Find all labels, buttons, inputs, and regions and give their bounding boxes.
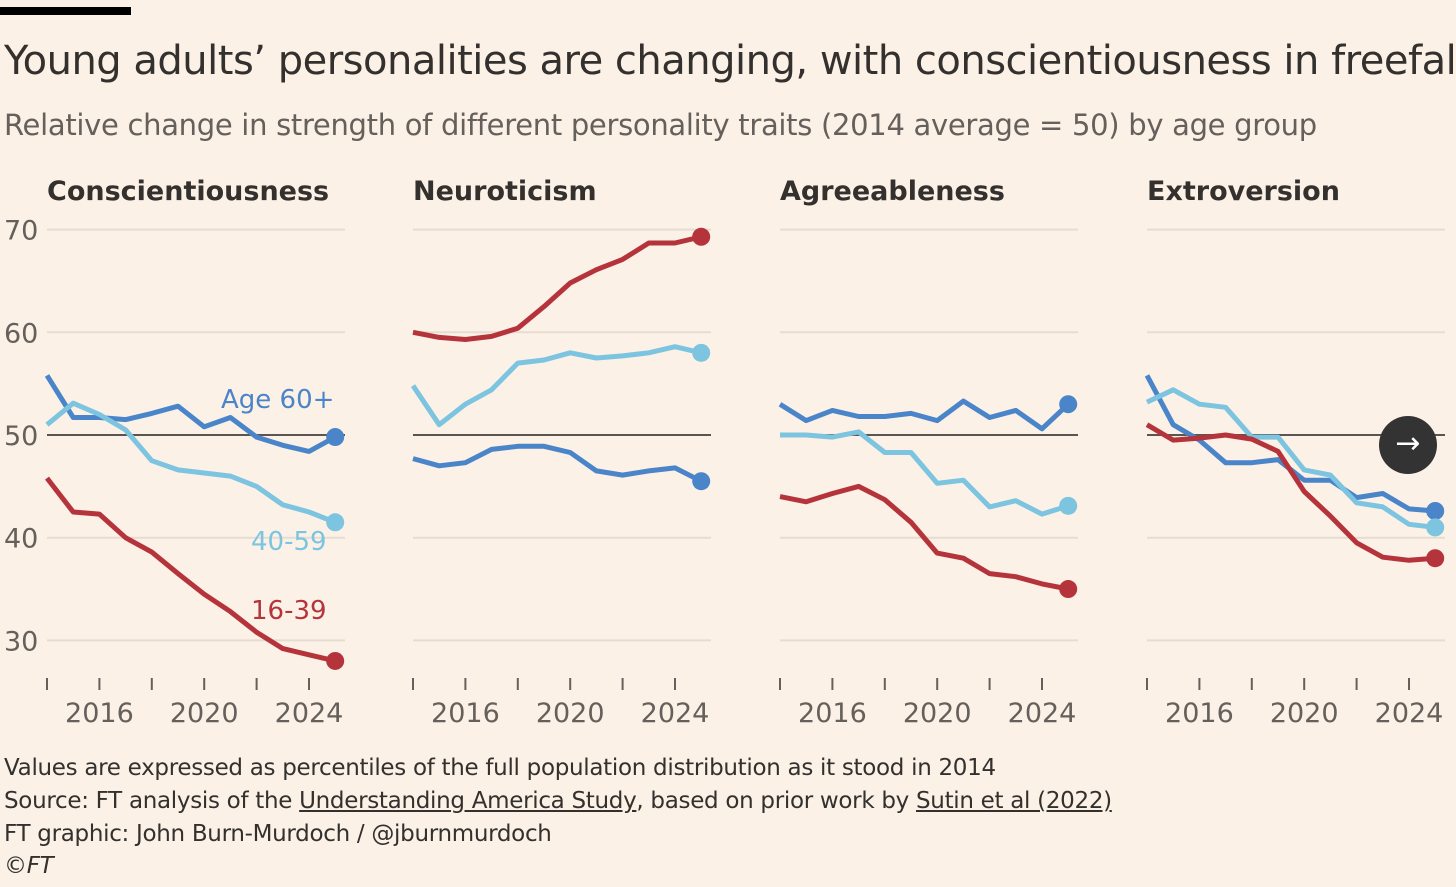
panel-title: Conscientiousness: [47, 176, 329, 207]
series-label-40-59: 40-59: [251, 527, 327, 557]
next-button[interactable]: →: [1379, 416, 1437, 474]
line-40-59: [410, 344, 702, 428]
arrow-right-icon: →: [1395, 426, 1421, 461]
line-60+: [778, 398, 1070, 432]
panel-title: Agreeableness: [780, 176, 1005, 207]
line-16-39: [779, 483, 1069, 592]
endpoint-16-39: [692, 227, 711, 246]
endpoint-40-59: [326, 513, 345, 532]
endpoint-60+: [326, 428, 345, 447]
endpoint-60+: [692, 472, 711, 491]
y-tick-label: 60: [4, 318, 38, 349]
panel-extroversion: Extroversion 2016 2020 2024: [1144, 176, 1445, 729]
source-line: Source: FT analysis of the Understanding…: [4, 788, 1112, 814]
x-tick-label: 2016: [65, 698, 134, 729]
panel-neuroticism: Neuroticism 2016 2020 2024: [410, 176, 711, 729]
y-tick-label: 70: [4, 216, 38, 247]
footnote: Values are expressed as percentiles of t…: [4, 755, 996, 781]
panel-agreeableness: Agreeableness 2016 2020 2024: [778, 176, 1078, 729]
x-tick-label: 2020: [1270, 698, 1339, 729]
x-tick-label: 2016: [798, 698, 867, 729]
x-tick-label: 2016: [431, 698, 500, 729]
x-tick-label: 2024: [641, 698, 710, 729]
line-16-39: [1145, 422, 1436, 563]
sutin-et-al-link[interactable]: Sutin et al (2022): [916, 788, 1112, 814]
source-mid: , based on prior work by: [636, 788, 916, 814]
series-label-60+: Age 60+: [221, 385, 334, 415]
ft-top-bar: [0, 7, 131, 15]
line-40-59: [780, 429, 1069, 517]
endpoint-16-39: [1426, 549, 1445, 568]
series-label-16-39: 16-39: [251, 596, 327, 626]
panel-title: Neuroticism: [413, 176, 597, 207]
line-16-39: [412, 234, 702, 342]
x-tick-label: 2024: [1008, 698, 1077, 729]
source-prefix: Source: FT analysis of the: [4, 788, 300, 814]
panel-conscientiousness: Conscientiousness 30 40 50 60 70 2016 2020 2024 A…: [4, 176, 345, 729]
copyright: ©FT: [4, 853, 54, 879]
endpoint-16-39: [326, 651, 345, 670]
endpoint-60+: [1426, 501, 1445, 520]
line-40-59: [1145, 387, 1436, 530]
x-tick-label: 2020: [170, 698, 239, 729]
x-tick-label: 2020: [903, 698, 972, 729]
panel-title: Extroversion: [1147, 176, 1340, 207]
line-60+: [44, 374, 337, 454]
line-60+: [412, 443, 703, 484]
y-tick-label: 40: [4, 524, 38, 555]
endpoint-16-39: [1059, 580, 1078, 599]
chart-subtitle: Relative change in strength of different…: [4, 108, 1317, 142]
endpoint-60+: [1059, 395, 1078, 414]
x-tick-label: 2024: [1375, 698, 1444, 729]
chart-title: Young adults’ personalities are changing…: [4, 38, 1456, 84]
endpoint-40-59: [692, 343, 711, 362]
y-tick-label: 50: [4, 421, 38, 452]
x-tick-label: 2020: [536, 698, 605, 729]
endpoint-40-59: [1426, 518, 1445, 537]
line-40-59: [45, 400, 337, 525]
x-tick-label: 2024: [275, 698, 344, 729]
endpoint-40-59: [1059, 496, 1078, 515]
line-16-39: [45, 476, 336, 664]
graphic-credit: FT graphic: John Burn-Murdoch / @jburnmu…: [4, 821, 552, 847]
x-tick-label: 2016: [1165, 698, 1234, 729]
understanding-america-study-link[interactable]: Understanding America Study: [299, 788, 637, 814]
y-tick-label: 30: [4, 626, 38, 657]
